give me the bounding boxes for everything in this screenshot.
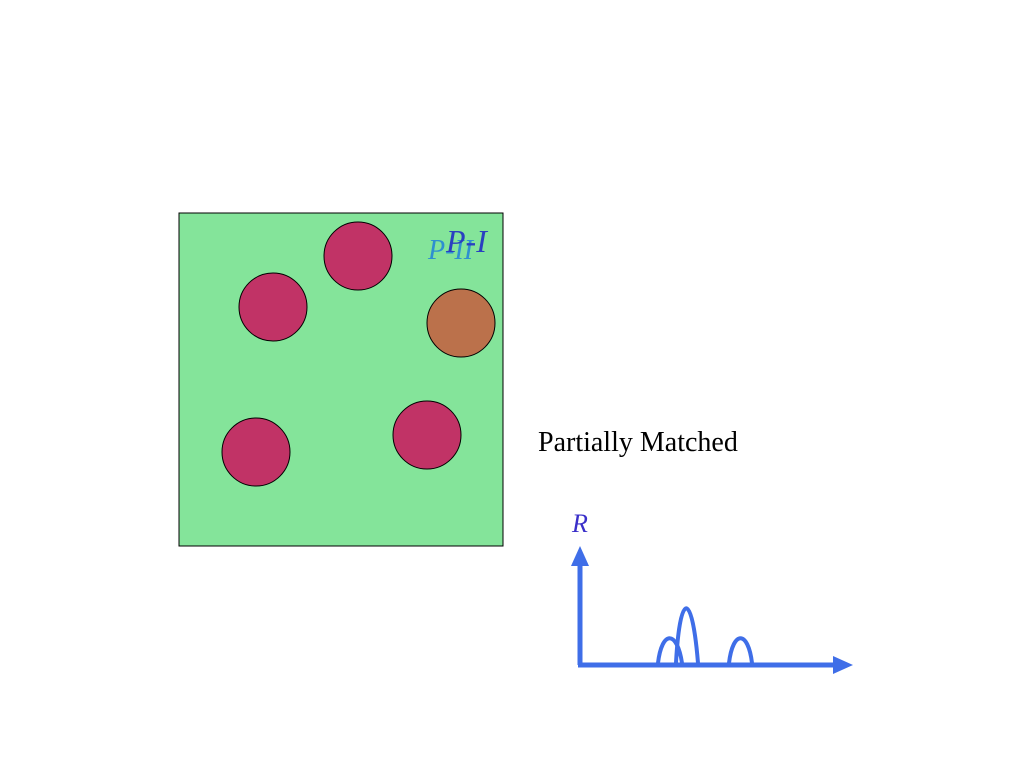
particle — [323, 221, 393, 291]
label-p-ii: P-II — [427, 235, 475, 266]
particle — [238, 272, 308, 342]
x-arrow — [833, 656, 853, 674]
particle — [392, 400, 462, 470]
y-arrow — [571, 546, 589, 566]
peaks — [656, 606, 754, 664]
particles — [221, 221, 496, 487]
particle-highlight — [426, 288, 496, 358]
peak — [727, 636, 754, 664]
peak — [674, 606, 700, 664]
response-plot — [571, 546, 853, 674]
peak — [656, 636, 684, 664]
particle — [221, 417, 291, 487]
axis-label: R — [571, 509, 588, 538]
caption: Partially Matched — [538, 427, 738, 458]
label-p-i: P-I — [445, 223, 488, 259]
